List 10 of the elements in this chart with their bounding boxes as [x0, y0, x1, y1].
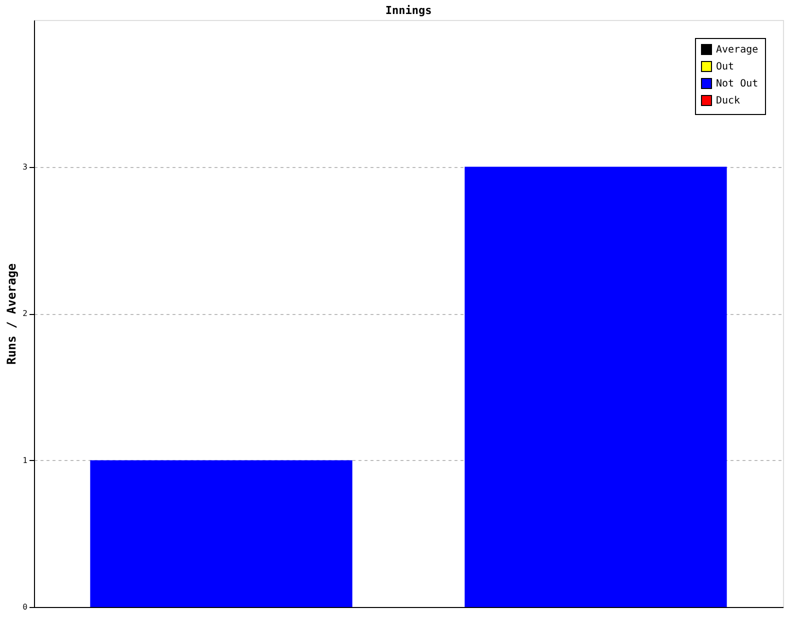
legend-label: Out — [716, 62, 734, 72]
y-tick-label: 0 — [22, 602, 28, 612]
legend-label: Average — [716, 44, 758, 56]
chart-title: Innings — [385, 4, 432, 17]
legend-label: Duck — [716, 96, 740, 106]
y-tick-label: 3 — [22, 162, 28, 172]
y-tick-label: 2 — [22, 309, 28, 318]
legend-label: Not Out — [716, 78, 758, 90]
y-tick-label: 1 — [22, 456, 28, 465]
y-axis-title: Runs / Average — [4, 263, 19, 365]
